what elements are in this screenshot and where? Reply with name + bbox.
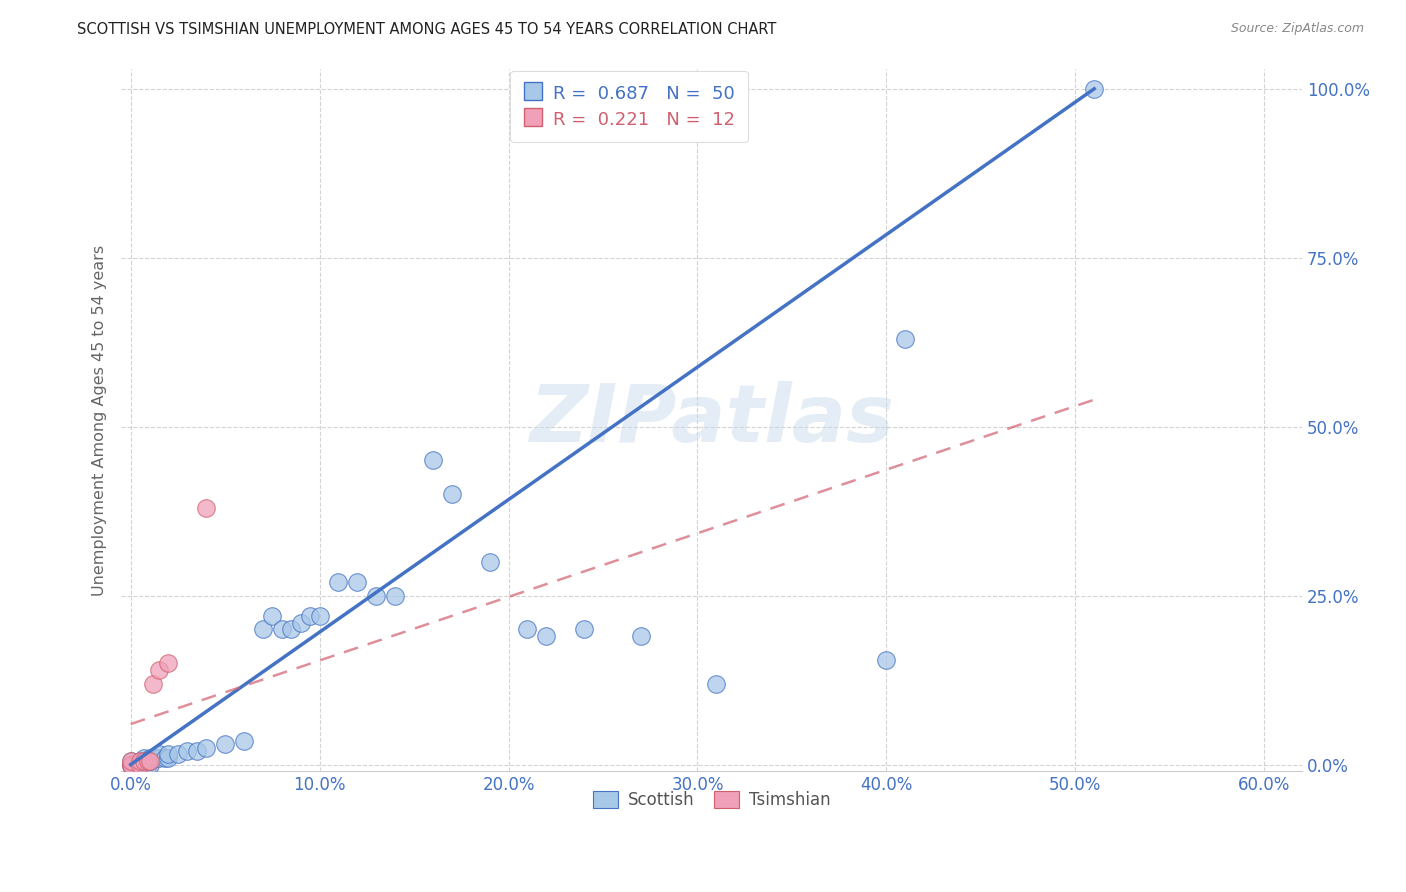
Point — [478, 555, 501, 569]
Point — [132, 751, 155, 765]
Point — [195, 500, 218, 515]
Point — [129, 757, 152, 772]
Point — [132, 754, 155, 768]
Point — [299, 609, 322, 624]
Point — [280, 623, 302, 637]
Point — [129, 754, 152, 768]
Point — [120, 754, 142, 768]
Point — [143, 751, 166, 765]
Point — [346, 575, 368, 590]
Point — [422, 453, 444, 467]
Point — [366, 589, 388, 603]
Point — [176, 744, 198, 758]
Point — [136, 754, 159, 768]
Point — [136, 757, 159, 772]
Text: SCOTTISH VS TSIMSHIAN UNEMPLOYMENT AMONG AGES 45 TO 54 YEARS CORRELATION CHART: SCOTTISH VS TSIMSHIAN UNEMPLOYMENT AMONG… — [77, 22, 776, 37]
Point — [536, 629, 558, 643]
Point — [384, 589, 406, 603]
Point — [167, 747, 190, 762]
Point — [290, 615, 312, 630]
Point — [157, 751, 180, 765]
Point — [195, 740, 218, 755]
Point — [120, 757, 142, 772]
Point — [214, 737, 236, 751]
Point — [138, 757, 160, 772]
Point — [440, 487, 463, 501]
Point — [138, 754, 160, 768]
Point — [233, 734, 256, 748]
Point — [262, 609, 284, 624]
Point — [138, 754, 160, 768]
Point — [136, 754, 159, 768]
Point — [153, 751, 176, 765]
Point — [875, 653, 897, 667]
Legend: Scottish, Tsimshian: Scottish, Tsimshian — [586, 784, 838, 816]
Point — [706, 676, 728, 690]
Point — [120, 757, 142, 772]
Point — [1083, 82, 1105, 96]
Point — [252, 623, 274, 637]
Point — [186, 744, 208, 758]
Point — [120, 757, 142, 772]
Point — [129, 754, 152, 768]
Point — [328, 575, 350, 590]
Point — [148, 751, 170, 765]
Point — [138, 751, 160, 765]
Point — [120, 757, 142, 772]
Point — [572, 623, 595, 637]
Point — [142, 676, 165, 690]
Point — [516, 623, 538, 637]
Point — [148, 663, 170, 677]
Point — [132, 754, 155, 768]
Point — [125, 757, 148, 772]
Point — [120, 757, 142, 772]
Point — [142, 751, 165, 765]
Point — [308, 609, 330, 624]
Text: Source: ZipAtlas.com: Source: ZipAtlas.com — [1230, 22, 1364, 36]
Point — [148, 747, 170, 762]
Point — [894, 332, 917, 346]
Point — [630, 629, 652, 643]
Point — [157, 657, 180, 671]
Point — [120, 754, 142, 768]
Point — [270, 623, 292, 637]
Text: ZIPatlas: ZIPatlas — [529, 381, 894, 459]
Y-axis label: Unemployment Among Ages 45 to 54 years: Unemployment Among Ages 45 to 54 years — [93, 244, 107, 596]
Point — [132, 757, 155, 772]
Point — [129, 757, 152, 772]
Point — [157, 747, 180, 762]
